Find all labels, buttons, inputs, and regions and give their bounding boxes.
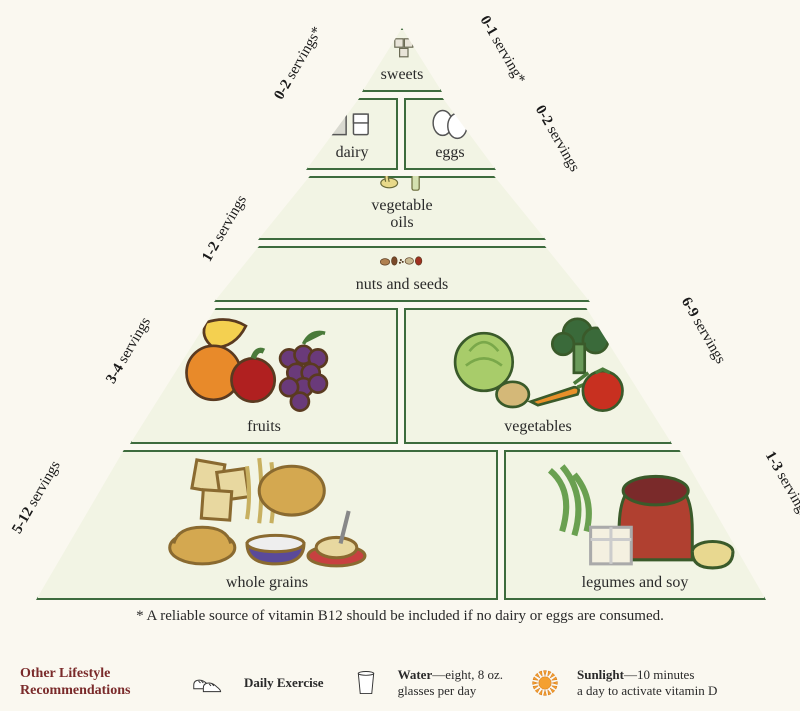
sun-icon [521, 663, 569, 703]
shoes-icon [188, 663, 236, 703]
sweets-icon [370, 28, 434, 64]
dairy-illustration [314, 98, 390, 142]
serving-label-right: 0-1 serving* [476, 13, 528, 87]
nuts-label: nuts and seeds [356, 276, 448, 294]
pyramid-box-nuts: nuts and seeds [214, 246, 590, 302]
grains-label: whole grains [226, 574, 308, 592]
pyramid-box-sweets: sweets [362, 28, 442, 92]
footnote-text: * A reliable source of vitamin B12 shoul… [0, 608, 800, 625]
serving-label-right: 6-9 servings [677, 295, 729, 367]
lifestyle-exercise-text: Daily Exercise [244, 675, 324, 691]
serving-label-right: 1-3 servings [761, 449, 800, 521]
legumes-label: legumes and soy [582, 574, 689, 592]
dairy-label: dairy [336, 144, 369, 162]
pyramid-box-fruits: fruits [130, 308, 398, 444]
fruits-icon [150, 308, 378, 416]
lifestyle-water-text: Water—eight, 8 oz. glasses per day [398, 667, 503, 698]
fruits-illustration [138, 308, 390, 416]
vegetables-illustration [412, 308, 664, 416]
pyramid-box-eggs: eggs [404, 98, 496, 170]
sweets-illustration [370, 28, 434, 64]
legumes-icon [524, 450, 747, 572]
pyramid-box-vegetables: vegetables [404, 308, 672, 444]
lifestyle-title: Other LifestyleRecommendations [20, 666, 170, 700]
serving-label-left: 3-4 servings [103, 315, 155, 387]
legumes-illustration [512, 450, 758, 572]
grains-illustration [44, 450, 490, 572]
serving-label-left: 1-2 servings [199, 193, 251, 265]
grains-icon [71, 450, 464, 572]
serving-label-left: 5-12 servings [9, 458, 64, 537]
pyramid-box-vegoils: vegetableoils [258, 176, 546, 240]
vegoils-label: vegetableoils [371, 197, 432, 232]
lifestyle-sunlight-text: Sunlight—10 minutes a day to activate vi… [577, 667, 717, 698]
pyramid-box-legumes: legumes and soy [504, 450, 766, 600]
serving-label-right: 0-2 servings [531, 103, 583, 175]
glass-icon [342, 663, 390, 703]
lifestyle-sunlight: Sunlight—10 minutes a day to activate vi… [521, 663, 717, 703]
vegetables-label: vegetables [504, 418, 572, 436]
eggs-illustration [412, 98, 488, 142]
vegoils-illustration [266, 159, 538, 195]
nuts-illustration [222, 246, 582, 274]
nuts-icon [242, 246, 562, 274]
fruits-label: fruits [247, 418, 281, 436]
pyramid-box-grains: whole grains [36, 450, 498, 600]
lifestyle-exercise: Daily Exercise [188, 663, 324, 703]
pyramid-box-dairy: dairy [306, 98, 398, 170]
vegetables-icon [424, 308, 652, 416]
sweets-label: sweets [381, 66, 424, 84]
serving-label-left: 0-2 servings* [271, 24, 326, 103]
food-pyramid: sweets 0-2 servings* 0-1 serving* dairy eg… [0, 0, 800, 620]
lifestyle-water: Water—eight, 8 oz. glasses per day [342, 663, 503, 703]
dairy-icon [314, 98, 390, 142]
lifestyle-recommendations: Other LifestyleRecommendations Daily Exe… [0, 663, 800, 703]
eggs-label: eggs [435, 144, 464, 162]
eggs-icon [412, 98, 488, 142]
